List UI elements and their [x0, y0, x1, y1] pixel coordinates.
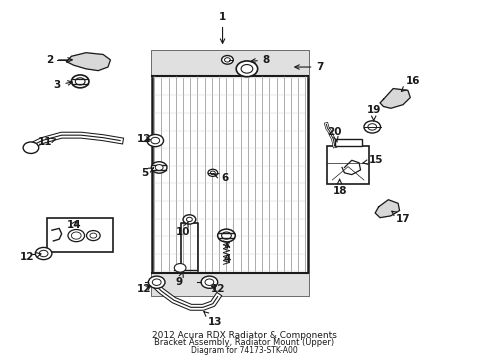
Circle shape [236, 61, 257, 77]
Text: 13: 13 [203, 312, 222, 327]
Text: Diagram for 74173-STK-A00: Diagram for 74173-STK-A00 [191, 346, 297, 355]
Text: 20: 20 [327, 127, 341, 142]
Text: 11: 11 [37, 138, 56, 147]
Circle shape [71, 232, 81, 239]
Polygon shape [379, 89, 409, 108]
Text: 12: 12 [137, 284, 151, 294]
Circle shape [241, 64, 252, 73]
Circle shape [152, 279, 161, 285]
Text: 3: 3 [53, 80, 72, 90]
Circle shape [151, 137, 159, 144]
Circle shape [221, 55, 233, 64]
Polygon shape [341, 160, 360, 175]
Text: 8: 8 [250, 55, 269, 65]
Circle shape [363, 121, 380, 133]
Text: 6: 6 [214, 173, 228, 183]
Circle shape [201, 276, 217, 288]
Polygon shape [374, 200, 399, 218]
Text: 4: 4 [224, 243, 231, 264]
Text: 16: 16 [401, 76, 419, 91]
Bar [47, 218, 113, 252]
Polygon shape [66, 53, 110, 71]
Circle shape [68, 229, 84, 242]
Circle shape [90, 233, 97, 238]
Text: 12: 12 [137, 134, 151, 144]
Text: 12: 12 [20, 252, 41, 262]
Circle shape [148, 276, 164, 288]
Circle shape [86, 230, 100, 240]
Text: 14: 14 [66, 220, 81, 230]
Circle shape [151, 162, 166, 173]
Text: 1: 1 [219, 12, 226, 43]
Text: 10: 10 [176, 222, 190, 237]
Circle shape [39, 250, 48, 257]
Circle shape [224, 58, 230, 62]
Circle shape [75, 78, 85, 85]
Text: 19: 19 [366, 105, 380, 121]
Text: 15: 15 [362, 155, 383, 165]
Circle shape [204, 279, 213, 285]
Circle shape [183, 215, 195, 224]
Circle shape [147, 134, 163, 147]
Bar [334, 139, 361, 146]
Text: 12: 12 [210, 284, 224, 294]
Circle shape [174, 264, 185, 272]
Circle shape [23, 142, 39, 153]
Text: Bracket Assembly, Radiator Mount (Upper): Bracket Assembly, Radiator Mount (Upper) [154, 338, 334, 347]
Circle shape [71, 75, 89, 88]
Circle shape [186, 217, 192, 222]
Text: 2: 2 [46, 55, 72, 65]
Circle shape [217, 229, 235, 242]
Text: 2012 Acura RDX Radiator & Components: 2012 Acura RDX Radiator & Components [152, 330, 336, 339]
Circle shape [207, 169, 217, 176]
Text: 18: 18 [332, 179, 346, 196]
Circle shape [155, 165, 163, 170]
Text: 5: 5 [141, 168, 153, 178]
Bar [327, 146, 368, 184]
Text: 17: 17 [391, 211, 409, 224]
Text: 7: 7 [294, 62, 323, 72]
Text: 9: 9 [175, 272, 183, 287]
Circle shape [210, 171, 215, 175]
Bar [152, 51, 307, 295]
Circle shape [35, 247, 52, 260]
Circle shape [367, 124, 376, 130]
Circle shape [221, 232, 231, 239]
